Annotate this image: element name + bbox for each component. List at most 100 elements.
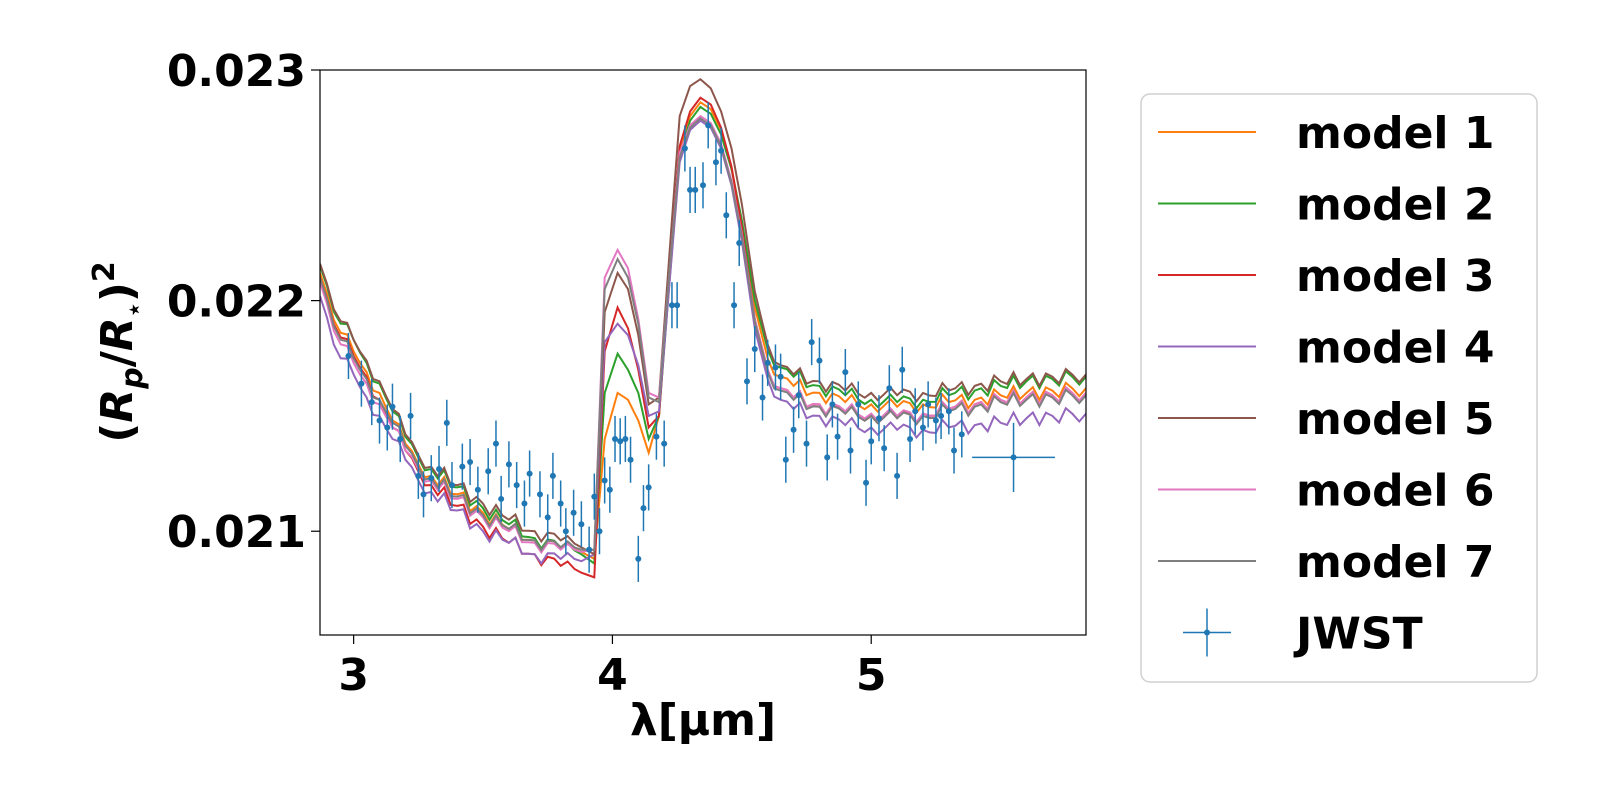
jwst-point [544, 494, 551, 541]
legend-label: model 4 [1296, 323, 1494, 374]
jwst-point [578, 501, 585, 548]
legend-label: model 1 [1296, 108, 1494, 159]
legend-item-model-7: model 7 [1158, 537, 1494, 588]
jwst-point [925, 381, 932, 428]
jwst-point [772, 344, 779, 391]
jwst-point [881, 425, 888, 472]
plot-frame [319, 69, 1087, 636]
legend-item-model-4: model 4 [1158, 323, 1494, 374]
jwst-point [829, 381, 836, 428]
jwst-point [526, 450, 533, 497]
jwst-point [622, 415, 629, 463]
jwst-point [681, 125, 688, 172]
jwst-point [485, 448, 492, 495]
legend-label: model 5 [1296, 394, 1494, 445]
legend-item-JWST: JWST [1183, 608, 1423, 660]
jwst-point [606, 466, 613, 513]
jwst-point [562, 508, 569, 555]
series-line-model-6 [320, 114, 1086, 555]
jwst-point [420, 471, 427, 518]
legend-label: model 2 [1296, 180, 1494, 231]
legend-item-model-1: model 1 [1158, 108, 1494, 159]
jwst-point [743, 358, 750, 405]
jwst-point [557, 480, 564, 527]
jwst-point [513, 462, 520, 509]
jwst-point [847, 427, 854, 474]
axis-ticks: 3 4 5 0.021 0.022 0.023 [167, 46, 887, 701]
jwst-point [459, 443, 466, 490]
jwst-point [687, 166, 694, 213]
legend-item-model-3: model 3 [1158, 251, 1494, 302]
jwst-point [692, 166, 699, 213]
jwst-point [674, 282, 681, 329]
jwst-point [407, 392, 414, 439]
y-tick-label: 0.022 [167, 277, 306, 328]
jwst-point [777, 353, 784, 400]
jwst-point [428, 455, 435, 502]
series-line-model-4 [320, 119, 1086, 566]
legend-item-model-2: model 2 [1158, 180, 1494, 231]
jwst-point [443, 399, 450, 446]
jwst-point [875, 395, 882, 442]
legend-label: model 3 [1296, 251, 1494, 302]
jwst-point [795, 372, 802, 419]
jwst-point [764, 339, 771, 386]
legend-label: JWST [1293, 609, 1423, 660]
jwst-point [803, 420, 810, 467]
jwst-point [718, 127, 725, 174]
jwst-point [661, 420, 668, 467]
jwst-point [945, 388, 952, 435]
jwst-point [668, 282, 675, 329]
jwst-point-wide [972, 422, 1055, 493]
jwst-point [842, 349, 849, 396]
series-line-model-7 [320, 117, 1086, 552]
jwst-point [474, 466, 481, 513]
jwst-point [345, 332, 352, 380]
jwst-point [397, 415, 404, 463]
jwst-point [958, 411, 965, 458]
jwst-point [808, 319, 815, 366]
jwst-point [448, 462, 455, 509]
y-tick-label: 0.023 [167, 46, 306, 97]
jwst-point [640, 485, 647, 532]
jwst-point [824, 434, 831, 481]
jwst-point [868, 418, 875, 465]
legend-item-model-6: model 6 [1158, 466, 1494, 517]
jwst-point [759, 374, 766, 421]
plot-content [320, 77, 1086, 582]
jwst-point [919, 404, 926, 451]
jwst-point [586, 526, 593, 573]
legend-label: model 7 [1296, 537, 1494, 588]
x-tick-label: 5 [856, 650, 887, 701]
jwst-point [591, 473, 598, 520]
jwst-point [358, 360, 365, 407]
jwst-point [932, 397, 939, 444]
legend-label: model 6 [1296, 466, 1494, 517]
jwst-point [498, 475, 505, 522]
x-tick-label: 4 [597, 650, 628, 701]
jwst-point [751, 325, 758, 373]
jwst-point [436, 445, 443, 493]
jwst-point [855, 381, 862, 428]
jwst-point [492, 420, 499, 467]
jwst-point [549, 452, 556, 499]
jwst-point [723, 192, 730, 239]
jwst-point [467, 438, 474, 486]
legend: model 1 model 2 model 3 model 4 model 5 model… [1158, 108, 1494, 660]
x-axis-label: λ[μm] [630, 695, 776, 746]
jwst-point [782, 436, 789, 483]
jwst-point [596, 508, 603, 555]
jwst-point [601, 457, 608, 504]
jwst-point [505, 441, 512, 488]
x-tick-label: 3 [338, 650, 369, 701]
jwst-point [863, 459, 870, 506]
jwst-point [653, 413, 660, 460]
jwst-point [951, 427, 958, 474]
jwst-point [736, 219, 743, 267]
jwst-point [700, 162, 706, 209]
jwst-point [612, 415, 619, 463]
jwst-point [617, 418, 624, 465]
series-line-model-1 [320, 100, 1086, 561]
y-tick-label: 0.021 [167, 507, 306, 558]
